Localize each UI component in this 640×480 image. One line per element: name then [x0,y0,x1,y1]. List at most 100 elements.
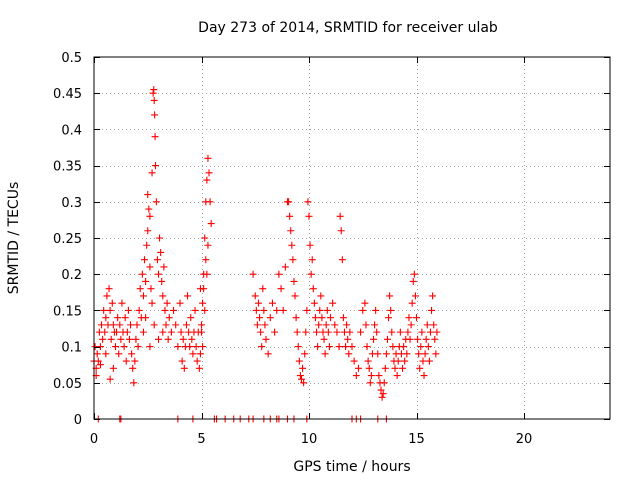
data-point [414,335,422,343]
y-tick-label: 0.05 [53,377,82,392]
data-point [386,292,394,300]
data-point [409,277,417,285]
data-point [308,256,316,264]
data-point [339,314,347,322]
x-axis-tick-labels: 0 5 10 15 20 [90,432,532,447]
data-point [389,343,397,351]
data-point [394,357,402,365]
data-point [287,227,295,235]
data-point [343,321,351,329]
data-point [378,393,386,401]
data-point [164,335,172,343]
data-point [121,314,129,322]
x-axis-label: GPS time / hours [293,459,410,475]
data-point [399,364,407,372]
data-point [342,343,350,351]
data-point [160,263,168,271]
data-point [346,328,354,336]
data-point [286,212,294,220]
data-point [354,364,362,372]
data-point [432,350,440,358]
data-point [322,321,330,329]
data-point [96,361,104,369]
data-point [338,256,346,264]
data-point [325,343,333,351]
data-point [348,343,356,351]
data-point [291,292,299,300]
data-point [367,372,375,380]
data-point [112,343,119,351]
data-point [204,154,212,162]
data-point [179,335,187,343]
data-point [198,328,205,336]
data-point [318,314,326,322]
data-point [307,270,315,278]
data-point [186,343,194,351]
data-point [106,375,114,383]
data-point [99,335,107,343]
data-point [273,306,281,314]
data-point [404,328,412,336]
data-point [362,321,370,329]
data-point [310,299,318,307]
data-point [199,299,207,307]
data-point [138,270,146,278]
data-point [195,364,203,372]
data-point [302,328,310,336]
data-point [329,299,337,307]
data-point [410,270,418,278]
data-point [196,285,204,293]
data-point [424,343,432,351]
data-point [96,343,104,351]
data-point [207,220,215,228]
data-point [254,299,262,307]
data-point [252,306,260,314]
data-point [158,277,166,285]
data-point [139,328,147,336]
data-point [117,335,125,343]
data-point [423,321,431,329]
data-point [323,306,331,314]
y-tick-label: 0 [74,413,82,428]
data-point [202,256,210,264]
data-point [416,364,424,372]
data-point [170,306,178,314]
data-point [258,343,266,351]
data-point [94,357,102,365]
data-point [294,343,302,351]
data-point [116,321,124,329]
data-point [375,372,383,380]
data-point [193,357,201,365]
data-point [144,227,152,235]
data-point [408,299,416,307]
data-point [156,234,164,242]
data-point [108,299,116,307]
y-axis-tick-labels: 0 0.05 0.1 0.15 0.2 0.25 0.3 0.35 0.4 0.45 0.5 [53,51,82,428]
data-point [393,372,401,380]
data-point [300,379,308,387]
data-point [107,335,115,343]
data-point [133,321,141,329]
data-point [249,270,257,278]
data-point [125,335,133,343]
data-point [289,256,297,264]
data-point [421,350,429,358]
data-point [132,335,140,343]
data-point [127,321,135,329]
data-point [405,314,413,322]
data-point [373,328,381,336]
data-point [100,306,108,314]
data-point [155,270,162,278]
data-point [350,357,358,365]
data-point [380,379,388,387]
data-point [131,357,139,365]
data-point [135,306,143,314]
data-point [264,350,272,358]
data-point [172,321,180,329]
data-point [139,292,147,300]
data-point [387,306,395,314]
data-point [152,198,160,206]
data-point [146,343,154,351]
data-point [130,379,138,387]
data-point [122,357,130,365]
